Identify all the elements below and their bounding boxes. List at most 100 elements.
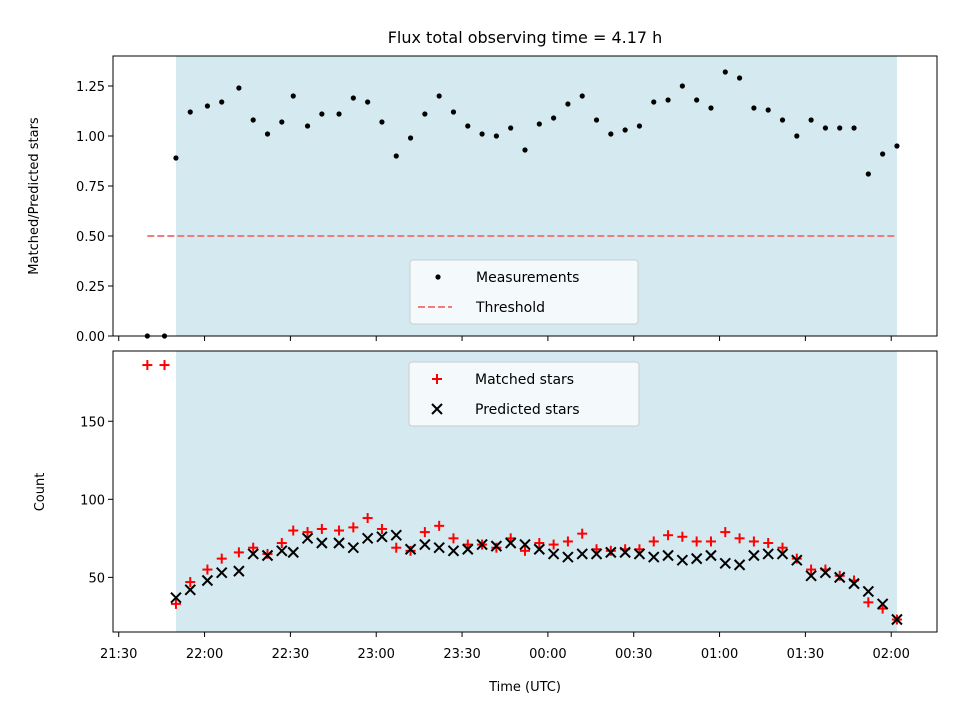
measurement-point	[880, 151, 886, 157]
measurement-point	[679, 83, 685, 89]
x-marker-b	[361, 532, 374, 545]
matched-stars-point	[262, 548, 273, 559]
x-marker-b	[216, 566, 228, 579]
predicted-stars-point	[533, 543, 546, 555]
predicted-stars-point	[447, 545, 460, 557]
ratio-plot-area: 0.00 0.25 0.50 0.75 1.00 1.25 Measurements Thre…	[76, 55, 938, 345]
measurement-point	[450, 109, 457, 115]
matched-stars-point	[763, 538, 774, 549]
matched-stars-point	[577, 528, 588, 539]
matched-stars-point	[216, 553, 227, 564]
matched-stars-point	[202, 564, 213, 575]
predicted-stars-point	[347, 541, 360, 554]
x-marker-b	[819, 566, 832, 579]
predicted-stars-point	[333, 537, 345, 549]
y-tick-label: 0.75	[76, 180, 105, 195]
x-marker-b	[233, 565, 245, 577]
x-marker-b	[705, 549, 717, 562]
legend-marker-measurements	[435, 274, 441, 280]
x-marker-b	[648, 551, 660, 563]
matched-stars-point	[720, 527, 731, 538]
x-marker-b	[247, 548, 259, 560]
x-tick-label: 02:00	[872, 647, 909, 662]
x-tick-label: 22:30	[272, 647, 309, 662]
x-marker-b	[276, 545, 288, 557]
matched-stars-point	[562, 536, 573, 547]
measurement-point	[593, 117, 600, 123]
predicted-stars-point	[876, 598, 889, 610]
measurement-point	[236, 85, 242, 91]
predicted-stars-point	[316, 537, 328, 549]
measurement-point	[736, 75, 743, 81]
predicted-stars-point	[419, 538, 431, 551]
measurement-point	[865, 171, 871, 177]
x-marker-b	[690, 552, 703, 565]
matched-stars-point	[605, 545, 616, 556]
measurement-point	[636, 123, 643, 129]
measurement-point	[794, 133, 800, 139]
predicted-stars-point	[301, 532, 314, 545]
matched-stars-point	[491, 542, 502, 553]
matched-stars-point	[648, 536, 659, 547]
legend-box	[408, 361, 640, 427]
measurement-point	[304, 123, 311, 129]
measurement-point	[336, 111, 342, 117]
legend: Matched stars Predicted stars	[408, 361, 640, 427]
x-marker-b	[676, 554, 689, 566]
predicted-stars-point	[287, 546, 299, 559]
x-marker-b	[590, 548, 603, 560]
measurement-point	[465, 123, 471, 129]
x-marker-b	[490, 540, 503, 552]
x-marker-b	[419, 538, 431, 551]
predicted-stars-point	[719, 557, 731, 570]
measurement-point	[765, 107, 771, 113]
x-marker-b	[301, 532, 314, 545]
measurement-point	[622, 127, 628, 133]
matched-stars-point	[159, 360, 170, 371]
x-marker-b	[776, 548, 789, 560]
legend-label: Threshold	[475, 300, 545, 316]
predicted-stars-point	[170, 591, 182, 604]
matched-stars-point	[348, 522, 359, 533]
matched-stars-point	[777, 542, 788, 553]
x-marker-b	[376, 531, 388, 543]
measurement-point	[751, 105, 757, 111]
measurement-point	[436, 93, 442, 99]
predicted-stars-point	[519, 538, 531, 551]
legend-label: Predicted stars	[475, 402, 580, 418]
measurement-point	[779, 117, 786, 123]
legend-label: Matched stars	[475, 372, 574, 388]
measurement-point	[694, 97, 700, 103]
legend-box	[409, 259, 639, 325]
x-marker-b	[862, 585, 875, 598]
matched-stars-point	[448, 533, 459, 544]
predicted-stars-point	[404, 543, 417, 555]
matched-stars-point	[233, 547, 244, 558]
measurement-point	[250, 117, 256, 123]
matched-stars-point	[376, 523, 387, 534]
x-marker-b	[347, 541, 360, 554]
predicted-stars-point	[576, 548, 588, 560]
matched-stars-point	[288, 525, 299, 536]
predicted-stars-point	[490, 540, 503, 552]
y-tick-label: 0.50	[76, 230, 105, 245]
measurement-point	[708, 105, 714, 111]
predicted-stars-point	[476, 538, 488, 551]
axes-frame	[112, 55, 938, 337]
count-plot-area: 50 100 150 21:30 22:00 22:30 23:00 23:30 00:00 00…	[80, 350, 938, 662]
measurement-point	[722, 69, 728, 75]
count-panel: 50 100 150 21:30 22:00 22:30 23:00 23:30 00:00 00…	[33, 350, 938, 695]
predicted-stars-point	[184, 584, 196, 596]
x-marker-b	[170, 591, 182, 604]
x-marker-b	[576, 548, 588, 560]
y-tick-label: 150	[80, 415, 105, 430]
y-tick-label: 0.00	[76, 330, 105, 345]
measurement-point	[608, 131, 614, 137]
measurement-point	[808, 117, 814, 123]
measurement-point	[493, 133, 499, 139]
x-marker-b	[619, 546, 631, 559]
measurement-point	[204, 103, 211, 109]
x-marker-b	[447, 545, 460, 557]
predicted-stars-point	[676, 554, 689, 566]
y-tick-label: 100	[80, 493, 105, 508]
